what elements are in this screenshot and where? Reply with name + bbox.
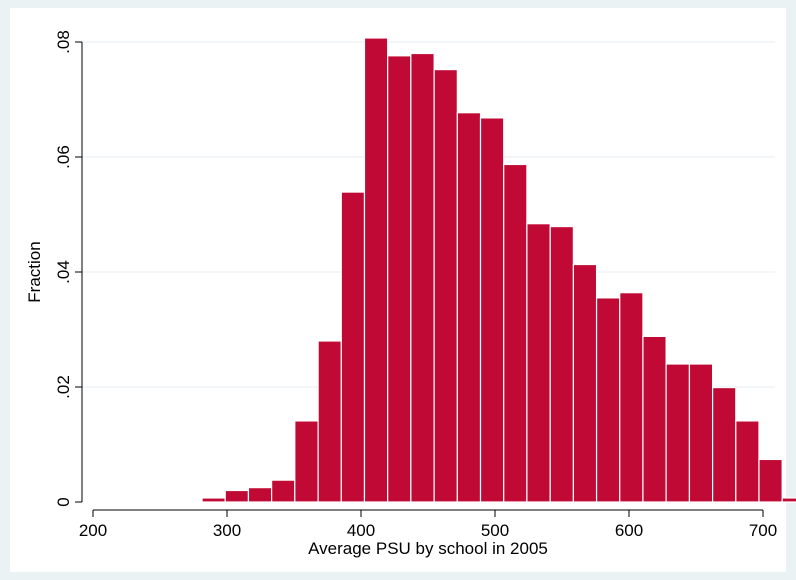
histogram-bar (712, 386, 737, 503)
histogram-bar (178, 500, 203, 503)
histogram-bar (340, 191, 366, 503)
histogram-bar (108, 500, 133, 503)
histogram-bar (549, 225, 574, 503)
y-axis-title: Fraction (25, 241, 44, 302)
x-tick-label: 700 (749, 521, 777, 540)
histogram-bar (619, 292, 644, 503)
histogram-bar (665, 363, 691, 503)
histogram-bar (410, 52, 435, 503)
x-axis-ticks: 200 300 400 500 600 700 (79, 510, 777, 540)
histogram-bar (387, 55, 412, 503)
histogram-bar (271, 479, 296, 503)
x-tick-label: 500 (481, 521, 509, 540)
histogram-bar (595, 297, 621, 503)
histogram-bar (224, 489, 250, 503)
histogram-bar (781, 497, 796, 503)
histogram-bar (317, 340, 342, 503)
histogram-bar (294, 420, 319, 503)
histogram-bar (503, 163, 528, 503)
histogram-bar (433, 68, 458, 503)
y-tick-label: .02 (54, 375, 73, 399)
histogram-bar (526, 223, 551, 503)
y-tick-label: .04 (54, 260, 73, 284)
y-axis-ticks: 0 .02 .04 .06 .08 (54, 30, 82, 507)
histogram-bar (201, 497, 226, 503)
y-tick-label: 0 (54, 497, 73, 506)
histogram-bar (456, 112, 482, 503)
y-tick-label: .06 (54, 145, 73, 169)
histogram-bar (363, 37, 389, 503)
histogram-bars (108, 37, 796, 503)
histogram-bar (572, 263, 598, 503)
histogram-bar (479, 117, 505, 503)
histogram-bar (688, 363, 714, 503)
histogram-bar (735, 420, 760, 503)
x-tick-label: 600 (615, 521, 643, 540)
x-axis-title: Average PSU by school in 2005 (308, 539, 548, 558)
x-tick-label: 400 (347, 521, 375, 540)
y-tick-label: .08 (54, 30, 73, 54)
x-tick-label: 200 (79, 521, 107, 540)
histogram-bar (642, 335, 667, 503)
histogram-bar (247, 487, 273, 503)
histogram-bar (758, 458, 783, 503)
x-tick-label: 300 (213, 521, 241, 540)
